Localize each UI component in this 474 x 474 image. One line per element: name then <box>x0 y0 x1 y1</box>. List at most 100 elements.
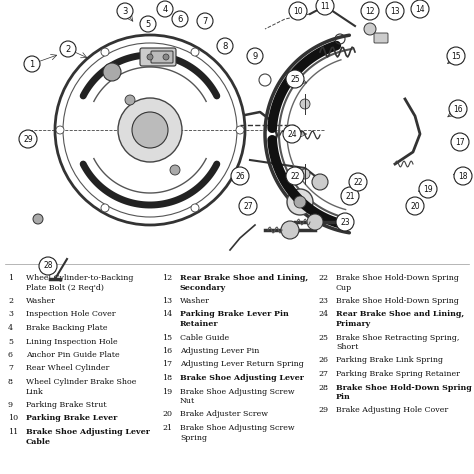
Text: 29: 29 <box>23 135 33 144</box>
Circle shape <box>247 48 263 64</box>
Circle shape <box>170 165 180 175</box>
Text: Brake Shoe Adjusting Lever: Brake Shoe Adjusting Lever <box>180 374 304 382</box>
Text: 16: 16 <box>162 347 172 355</box>
Circle shape <box>101 48 109 56</box>
Text: 17: 17 <box>455 137 465 146</box>
Text: 22: 22 <box>353 177 363 186</box>
Circle shape <box>281 221 299 239</box>
Text: Adjusting Lever Pin: Adjusting Lever Pin <box>180 347 259 355</box>
Circle shape <box>451 133 469 151</box>
Text: Rear Brake Shoe and Lining,: Rear Brake Shoe and Lining, <box>180 274 308 282</box>
Text: 15: 15 <box>162 334 172 341</box>
Text: 26: 26 <box>235 172 245 181</box>
Text: 12: 12 <box>365 7 375 16</box>
Circle shape <box>125 95 135 105</box>
Text: 16: 16 <box>453 104 463 113</box>
Text: 23: 23 <box>340 218 350 227</box>
Circle shape <box>19 130 37 148</box>
Circle shape <box>163 54 169 60</box>
Text: 21: 21 <box>345 191 355 201</box>
Circle shape <box>132 112 168 148</box>
Text: Brake Shoe Retracting Spring,: Brake Shoe Retracting Spring, <box>336 334 459 341</box>
Text: 20: 20 <box>162 410 172 419</box>
Circle shape <box>24 56 40 72</box>
Text: Brake Shoe Hold-Down Spring: Brake Shoe Hold-Down Spring <box>336 383 472 392</box>
Text: 4: 4 <box>163 4 168 13</box>
Circle shape <box>449 100 467 118</box>
Text: Anchor Pin Guide Plate: Anchor Pin Guide Plate <box>26 351 119 359</box>
Text: 14: 14 <box>162 310 172 319</box>
Text: Link: Link <box>26 388 44 395</box>
Text: Washer: Washer <box>180 297 210 305</box>
Text: Wheel Cylinder Brake Shoe: Wheel Cylinder Brake Shoe <box>26 378 137 386</box>
Text: 1: 1 <box>29 60 35 69</box>
Text: Pin: Pin <box>336 393 351 401</box>
Text: Parking Brake Lever Pin: Parking Brake Lever Pin <box>180 310 289 319</box>
Text: 25: 25 <box>290 74 300 83</box>
Circle shape <box>60 41 76 57</box>
Text: 22: 22 <box>318 274 328 282</box>
Text: Wheel Cylinder-to-Backing: Wheel Cylinder-to-Backing <box>26 274 133 282</box>
Text: 15: 15 <box>451 52 461 61</box>
Text: 9: 9 <box>8 401 13 409</box>
Text: 5: 5 <box>8 337 13 346</box>
Text: 24: 24 <box>287 129 297 138</box>
Text: Lining Inspection Hole: Lining Inspection Hole <box>26 337 118 346</box>
Text: 11: 11 <box>320 1 330 10</box>
Text: Parking Brake Link Spring: Parking Brake Link Spring <box>336 356 443 365</box>
Text: Parking Brake Spring Retainer: Parking Brake Spring Retainer <box>336 370 460 378</box>
Text: Cable Guide: Cable Guide <box>180 334 229 341</box>
Circle shape <box>411 0 429 18</box>
Circle shape <box>447 47 465 65</box>
Text: Nut: Nut <box>180 397 195 405</box>
Text: 3: 3 <box>8 310 13 319</box>
Text: Primary: Primary <box>336 320 371 328</box>
Text: 29: 29 <box>318 407 328 414</box>
Text: 8: 8 <box>222 42 228 51</box>
Circle shape <box>157 1 173 17</box>
Text: 22: 22 <box>290 172 300 181</box>
Text: 20: 20 <box>410 201 420 210</box>
Circle shape <box>294 196 306 208</box>
Circle shape <box>286 70 304 88</box>
Circle shape <box>239 197 257 215</box>
Circle shape <box>197 13 213 29</box>
Circle shape <box>419 180 437 198</box>
Circle shape <box>191 204 199 212</box>
Circle shape <box>386 2 404 20</box>
Text: Adjusting Lever Return Spring: Adjusting Lever Return Spring <box>180 361 304 368</box>
Circle shape <box>307 214 323 230</box>
Text: 1: 1 <box>8 274 13 282</box>
Text: Secondary: Secondary <box>180 283 226 292</box>
Text: 25: 25 <box>318 334 328 341</box>
Text: Brake Shoe Hold-Down Spring: Brake Shoe Hold-Down Spring <box>336 274 459 282</box>
Text: 13: 13 <box>390 7 400 16</box>
Circle shape <box>361 2 379 20</box>
Circle shape <box>312 174 328 190</box>
Circle shape <box>349 173 367 191</box>
Text: Brake Adjusting Hole Cover: Brake Adjusting Hole Cover <box>336 407 448 414</box>
Text: 9: 9 <box>252 52 258 61</box>
Circle shape <box>300 169 310 179</box>
Circle shape <box>236 126 244 134</box>
Circle shape <box>33 214 43 224</box>
Circle shape <box>118 98 182 162</box>
Circle shape <box>283 125 301 143</box>
Circle shape <box>147 54 153 60</box>
Text: Cup: Cup <box>336 283 352 292</box>
Circle shape <box>39 257 57 275</box>
Text: Parking Brake Strut: Parking Brake Strut <box>26 401 107 409</box>
Text: 18: 18 <box>458 172 468 181</box>
Text: 18: 18 <box>162 374 172 382</box>
Text: 17: 17 <box>162 361 172 368</box>
Text: Brake Shoe Hold-Down Spring: Brake Shoe Hold-Down Spring <box>336 297 459 305</box>
Text: 3: 3 <box>122 7 128 16</box>
Circle shape <box>191 48 199 56</box>
Text: 13: 13 <box>162 297 172 305</box>
Circle shape <box>101 204 109 212</box>
Text: Brake Adjuster Screw: Brake Adjuster Screw <box>180 410 268 419</box>
Text: Washer: Washer <box>26 297 56 305</box>
Circle shape <box>140 16 156 32</box>
Text: Retainer: Retainer <box>180 320 219 328</box>
Text: 12: 12 <box>162 274 172 282</box>
